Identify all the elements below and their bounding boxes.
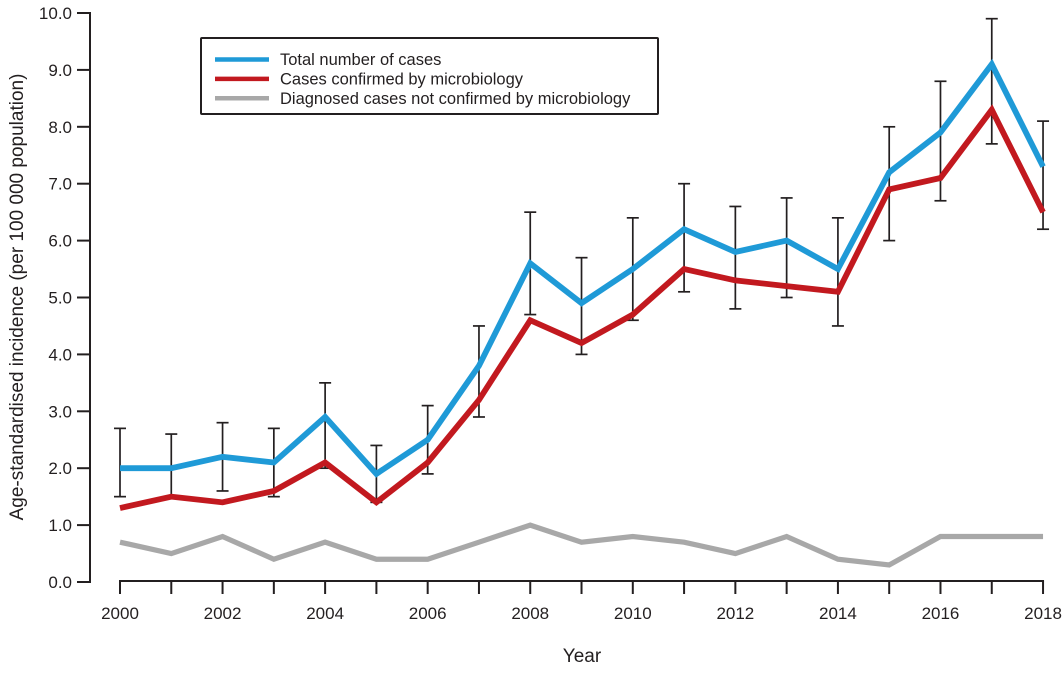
x-tick-label: 2002 [204,604,242,623]
legend-label: Total number of cases [280,51,441,69]
y-axis-label: Age-standardised incidence (per 100 000 … [7,74,28,521]
x-tick-label: 2016 [922,604,960,623]
x-tick-label: 2000 [101,604,139,623]
x-tick-label: 2014 [819,604,857,623]
x-tick-label: 2018 [1024,604,1062,623]
x-tick-label: 2004 [306,604,344,623]
x-tick-label: 2008 [511,604,549,623]
legend-label: Diagnosed cases not confirmed by microbi… [280,90,631,108]
series-line [120,58,1046,478]
x-tick-label: 2006 [409,604,447,623]
legend-box [200,37,659,115]
x-tick-label: 2010 [614,604,652,623]
y-tick-label: 5.0 [48,289,72,308]
tick-labels: 0.0 1.0 2.0 3.0 4.0 5.0 6.0 7.0 8.0 9.0 10.0 2000 20… [39,4,1062,623]
series-line [119,104,1046,511]
legend-label: Cases confirmed by microbiology [280,70,524,88]
y-tick-label: 10.0 [39,4,72,23]
y-tick-label: 2.0 [48,459,72,478]
series-line [119,522,1044,568]
y-tick-label: 3.0 [48,402,72,421]
x-tick-label: 2012 [716,604,754,623]
axes [77,12,1045,594]
series-lines [119,58,1046,568]
x-axis-label: Year [563,646,602,667]
y-tick-label: 0.0 [48,573,72,592]
y-tick-label: 7.0 [48,175,72,194]
y-tick-label: 8.0 [48,118,72,137]
y-tick-label: 6.0 [48,232,72,251]
y-tick-label: 1.0 [48,516,72,535]
y-tick-label: 4.0 [48,345,72,364]
y-tick-label: 9.0 [48,61,72,80]
